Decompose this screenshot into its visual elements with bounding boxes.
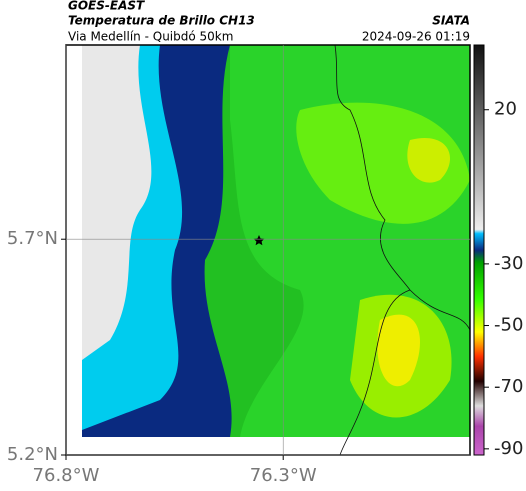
org: SIATA — [432, 14, 470, 28]
colorbar-tick-label: -50 — [494, 315, 523, 336]
colorbar-tick-label: -70 — [494, 376, 523, 397]
colorbar — [473, 44, 485, 456]
y-tick-label: 5.7°N — [7, 228, 58, 249]
y-tick-label: 5.2°N — [7, 444, 58, 465]
colorbar-tick-label: -90 — [494, 438, 523, 459]
subtitle: Via Medellín - Quibdó 50km — [68, 30, 233, 44]
x-tick-label: 76.3°W — [250, 465, 317, 486]
timestamp: 2024-09-26 01:19 — [362, 30, 470, 44]
x-tick-label: 76.8°W — [33, 465, 100, 486]
title: Temperatura de Brillo CH13 — [68, 14, 255, 28]
satellite-image — [66, 45, 470, 455]
source: GOES-EAST — [68, 0, 145, 13]
colorbar-tick-label: 20 — [494, 99, 517, 120]
colorbar-tick-label: -30 — [494, 253, 523, 274]
